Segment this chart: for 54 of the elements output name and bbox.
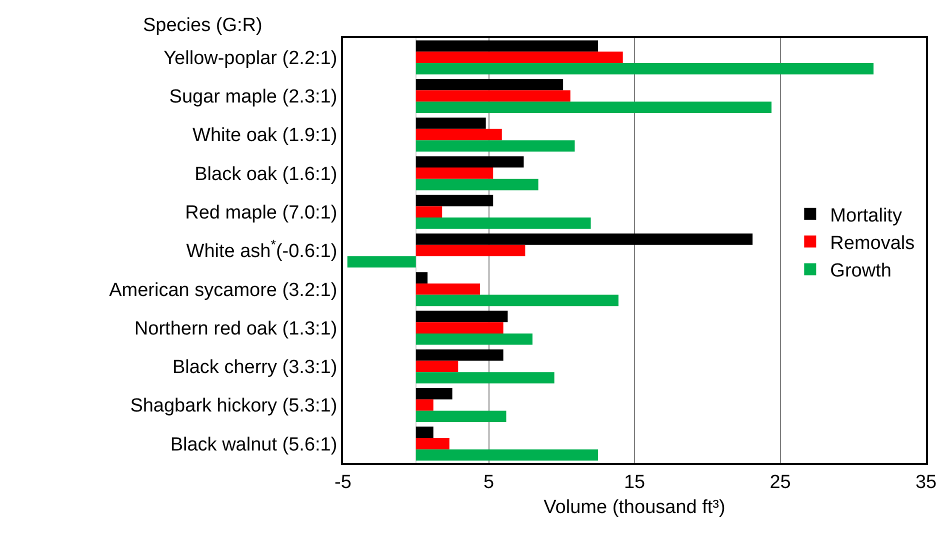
bar [416,78,564,90]
x-tick-label: -5 [334,472,352,493]
bar [416,438,450,450]
bar [416,372,554,384]
bar [416,40,598,52]
bar [416,206,442,218]
y-tick-label: Sugar maple (2.3:1) [169,86,338,108]
bar [416,140,575,152]
bar [416,178,538,190]
bar [416,310,508,322]
bar [416,449,598,461]
y-tick-label: White ash$^{*}$(-0.6:1) [186,237,338,262]
x-tick-label: 35 [915,472,937,493]
bar [416,118,486,129]
bar [416,168,494,179]
bar [416,52,623,63]
bar [416,272,428,284]
bar [416,322,504,334]
legend-label: Mortality [830,205,902,226]
bar [416,62,874,74]
bar [416,410,506,422]
bar [416,156,524,168]
bar [416,388,452,400]
bar [416,234,753,245]
bar [416,283,480,295]
x-axis-title: Volume (thousand ft³) [544,497,726,518]
bar [416,399,434,411]
y-tick-label: Shagbark hickory (5.3:1) [130,396,338,417]
y-tick-label: Black cherry (3.3:1) [172,357,338,378]
bar [416,218,591,229]
bar [416,426,434,438]
legend-label: Growth [830,260,892,282]
y-tick-label: Red maple (7.0:1) [185,202,338,224]
x-tick-label: 5 [483,472,494,493]
x-tick-label: 25 [770,472,791,493]
y-tick-label: American sycamore (3.2:1) [109,280,338,301]
y-tick-label: Black oak (1.6:1) [194,164,338,185]
bar [416,349,504,361]
bar [416,333,532,345]
legend-label: Removals [830,232,915,254]
x-tick-label: 15 [624,472,646,493]
y-tick-label: Yellow-poplar (2.2:1) [164,48,338,69]
y-axis-title: Species (G:R) [143,15,262,36]
bar [416,244,526,256]
bar [416,294,618,306]
bar [416,128,502,140]
bar [416,102,772,113]
bar [416,90,570,102]
y-tick-label: Northern red oak (1.3:1) [134,318,338,340]
bar [416,194,494,206]
bar [416,360,458,372]
y-tick-label: Black walnut (5.6:1) [170,434,338,456]
bar [347,256,416,268]
y-tick-label: White oak (1.9:1) [192,125,338,146]
